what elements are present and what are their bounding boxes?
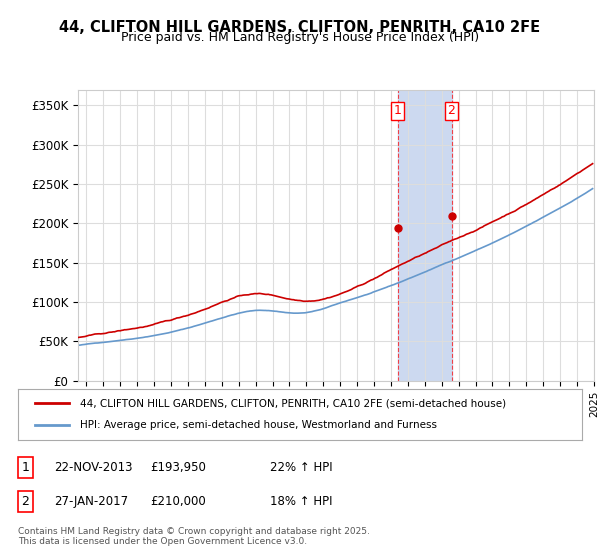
Text: Price paid vs. HM Land Registry's House Price Index (HPI): Price paid vs. HM Land Registry's House … xyxy=(121,31,479,44)
Text: 44, CLIFTON HILL GARDENS, CLIFTON, PENRITH, CA10 2FE: 44, CLIFTON HILL GARDENS, CLIFTON, PENRI… xyxy=(59,20,541,35)
Text: 18% ↑ HPI: 18% ↑ HPI xyxy=(270,494,332,508)
Text: HPI: Average price, semi-detached house, Westmorland and Furness: HPI: Average price, semi-detached house,… xyxy=(80,421,437,431)
Text: £193,950: £193,950 xyxy=(150,461,206,474)
Text: £210,000: £210,000 xyxy=(150,494,206,508)
Text: 22-NOV-2013: 22-NOV-2013 xyxy=(54,461,133,474)
Text: 1: 1 xyxy=(22,461,29,474)
Text: 27-JAN-2017: 27-JAN-2017 xyxy=(54,494,128,508)
Text: Contains HM Land Registry data © Crown copyright and database right 2025.
This d: Contains HM Land Registry data © Crown c… xyxy=(18,526,370,546)
Bar xyxy=(398,90,452,381)
Text: 2: 2 xyxy=(448,104,455,117)
Text: 22% ↑ HPI: 22% ↑ HPI xyxy=(270,461,332,474)
Text: 2: 2 xyxy=(22,494,29,508)
Text: 1: 1 xyxy=(394,104,401,117)
Text: 44, CLIFTON HILL GARDENS, CLIFTON, PENRITH, CA10 2FE (semi-detached house): 44, CLIFTON HILL GARDENS, CLIFTON, PENRI… xyxy=(80,398,506,408)
